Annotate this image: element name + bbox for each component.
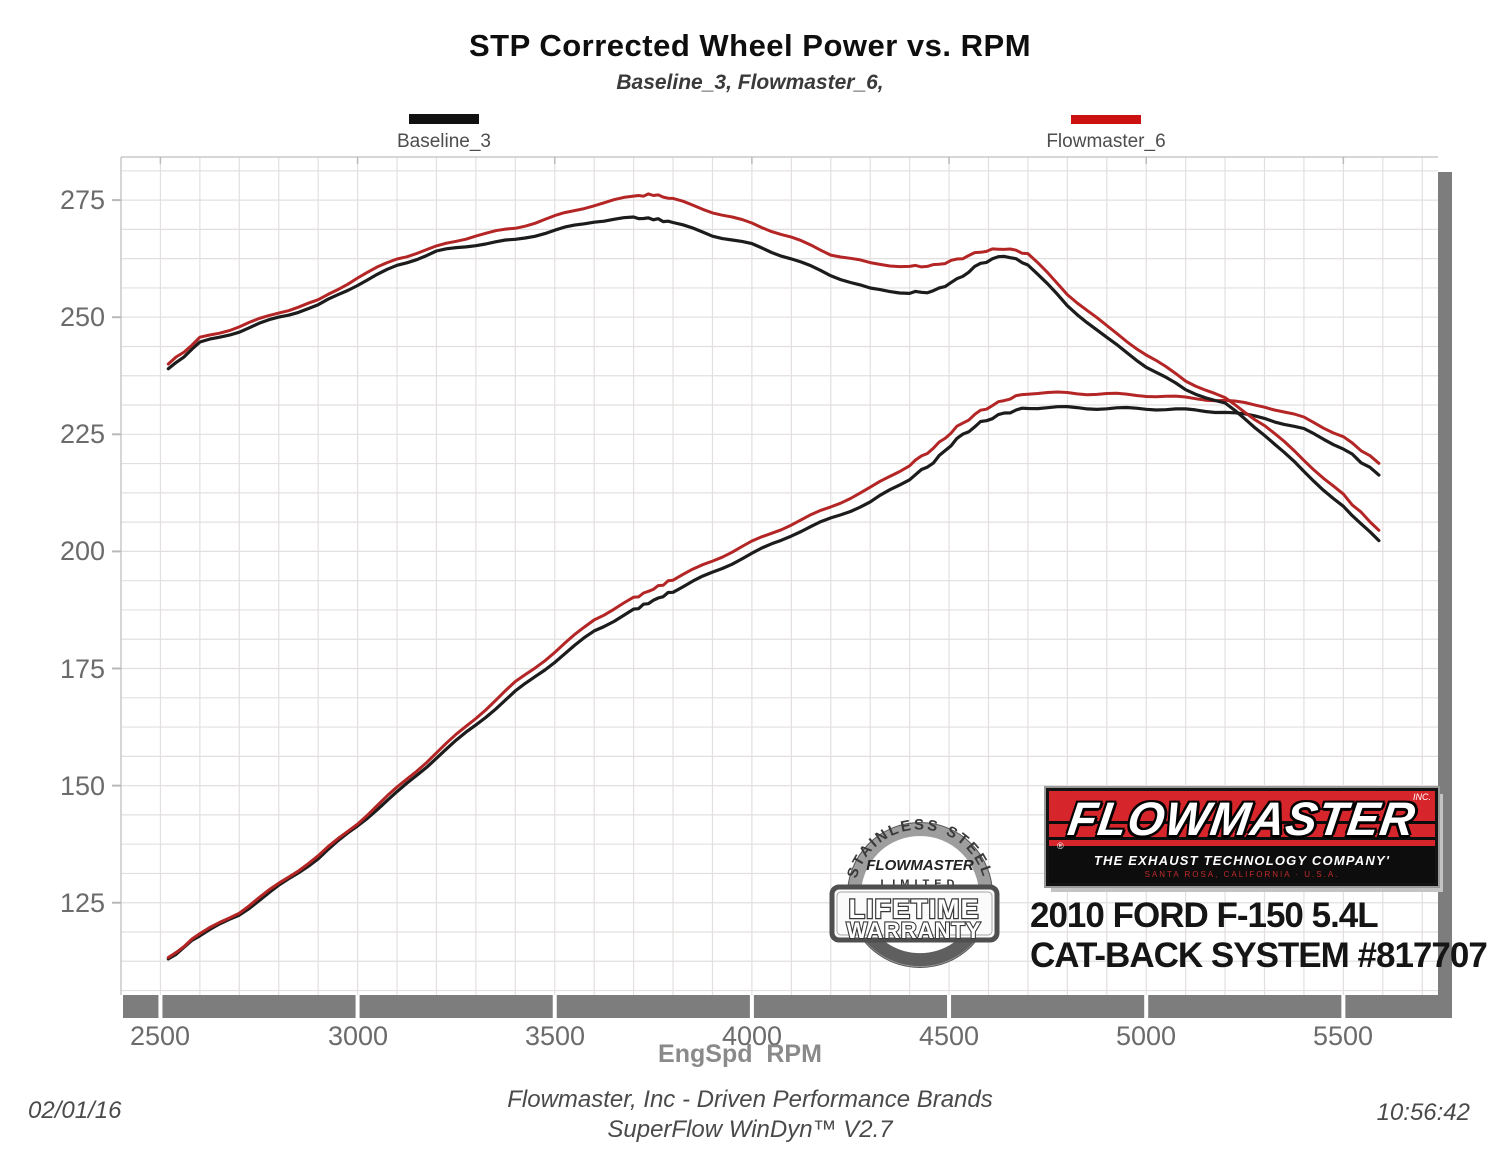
curve-baseline-3-torque-upper-band-lb-ft-	[166, 215, 1381, 543]
logo-inc-text: INC.	[1413, 792, 1431, 802]
x-tick-label: 5500	[1312, 1021, 1374, 1051]
vehicle-line2: CAT-BACK SYSTEM #817707	[1030, 936, 1488, 975]
x-tick-label: 3000	[327, 1021, 389, 1051]
x-axis-notch	[749, 995, 754, 1018]
x-axis-notch	[947, 995, 952, 1018]
badge-banner-inner	[836, 891, 993, 936]
x-axis-bar	[123, 995, 1452, 1018]
logo-stripe	[1049, 837, 1435, 840]
legend-label-flowmaster: Flowmaster_6	[1046, 131, 1166, 152]
legend-swatch-flowmaster	[1071, 115, 1141, 124]
x-tick-label: 2500	[129, 1021, 191, 1051]
date-stamp: 02/01/16	[28, 1097, 122, 1124]
x-tick-label: 4000	[721, 1021, 783, 1051]
y-tick-label: 150	[59, 771, 105, 801]
logo-registered-mark: ®	[1057, 841, 1064, 851]
chart-title: STP Corrected Wheel Power vs. RPM	[468, 28, 1032, 63]
badge-banner	[829, 884, 1000, 943]
x-tick-label: 4500	[918, 1021, 980, 1051]
y-tick-label: 200	[59, 536, 105, 566]
warranty-badge: STAINLESS STEEL FLOWMASTER LIMITED LIFET…	[829, 808, 1016, 978]
plot-frame	[112, 156, 1452, 1018]
badge-warranty-text: WARRANTY	[846, 918, 981, 943]
y-tick-label: 250	[59, 302, 105, 332]
footer-company-line: Flowmaster, Inc - Driven Performance Bra…	[507, 1086, 993, 1113]
x-tick-label: 5000	[1115, 1021, 1177, 1051]
y-tick-label: 175	[59, 654, 105, 684]
curve-flowmaster-6-power-lower-band-hp-	[166, 390, 1381, 959]
time-stamp: 10:56:42	[1376, 1099, 1470, 1126]
frame-right-bar	[1438, 172, 1452, 1018]
badge-lifetime-text: LIFETIME	[849, 894, 980, 924]
legend-label-baseline: Baseline_3	[396, 131, 492, 152]
curve-baseline-3-power-lower-band-hp-	[166, 405, 1381, 961]
chart-subtitle: Baseline_3, Flowmaster_6,	[616, 71, 884, 94]
logo-company-text: THE EXHAUST TECHNOLOGY COMPANY'	[1093, 853, 1391, 868]
x-axis-title: EngSpd RPM	[658, 1040, 822, 1068]
x-axis-notch	[1144, 995, 1149, 1018]
footer-software-line: SuperFlow WinDyn™ V2.7	[607, 1116, 893, 1143]
logo-tagline: SANTA ROSA, CALIFORNIA · U.S.A.	[1144, 870, 1340, 879]
y-tick-label: 225	[59, 419, 105, 449]
x-axis-notch	[355, 995, 360, 1018]
x-axis-notch	[1341, 995, 1346, 1018]
curve-flowmaster-6-torque-upper-band-lb-ft-	[166, 192, 1381, 532]
vehicle-line1: 2010 FORD F-150 5.4L	[1030, 896, 1379, 935]
badge-brand-text: FLOWMASTER	[866, 857, 974, 874]
y-tick-label: 125	[59, 888, 105, 918]
y-tick-label: 275	[59, 185, 105, 215]
x-axis-notch	[552, 995, 557, 1018]
legend-swatch-baseline	[409, 114, 479, 124]
x-tick-label: 3500	[524, 1021, 586, 1051]
logo-wordmark: FLOWMASTER	[1064, 792, 1420, 845]
dyno-curves	[166, 192, 1381, 961]
logo-stripe	[1049, 821, 1435, 825]
x-axis-notch	[158, 995, 163, 1018]
flowmaster-logo: FLOWMASTER INC. ® THE EXHAUST TECHNOLOGY…	[1046, 788, 1438, 886]
